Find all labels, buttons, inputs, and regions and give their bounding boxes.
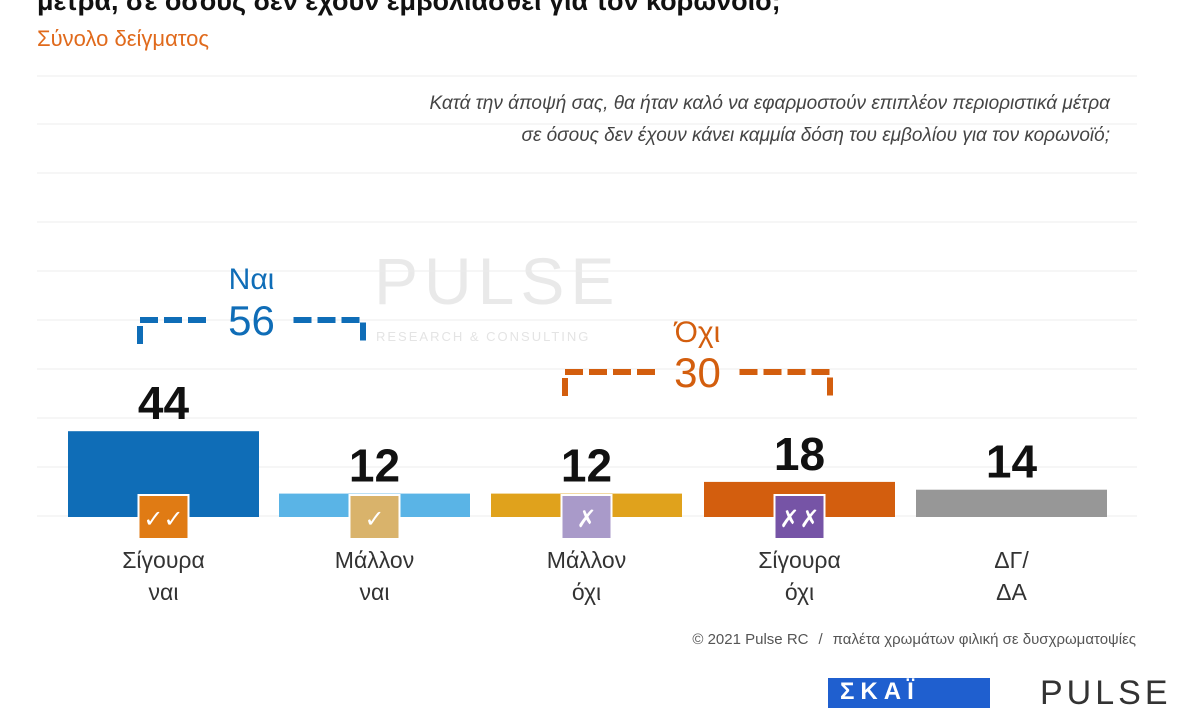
cross-icon <box>560 494 613 540</box>
palette-note: παλέτα χρωμάτων φιλική σε δυσχρωματοψίες <box>832 631 1136 648</box>
double-check-icon <box>137 494 190 540</box>
pulse-watermark: PULSE <box>374 244 621 318</box>
category-label: όχι <box>785 579 814 605</box>
category-label: ναι <box>360 579 390 605</box>
group-total: 30 <box>674 349 721 396</box>
category-label: ΔΓ/ <box>994 547 1029 573</box>
survey-question: Κατά την άποψή σας, θα ήταν καλό να εφαρ… <box>290 88 1110 152</box>
chart-subtitle: Σύνολο δείγματος <box>37 26 210 51</box>
group-label: Όχι <box>673 316 721 349</box>
channel-logo-text: ΣΚΑΪ <box>840 678 920 705</box>
data-label: 14 <box>986 436 1038 488</box>
group-label: Ναι <box>229 263 275 296</box>
category-label: ναι <box>149 579 179 605</box>
group-bracket <box>137 317 210 344</box>
category-label: Σίγουρα <box>122 547 205 573</box>
category-label: όχι <box>572 579 601 605</box>
bar <box>916 489 1107 517</box>
pulse-logo: PULSE <box>1040 674 1172 712</box>
data-label: 44 <box>138 377 190 429</box>
check-icon <box>348 494 401 540</box>
cross-icon-glyph: ✗ <box>576 505 596 533</box>
question-line-1: Κατά την άποψή σας, θα ήταν καλό να εφαρ… <box>429 93 1110 114</box>
group-bracket <box>739 369 833 396</box>
group-total: 56 <box>228 297 275 344</box>
double-cross-icon <box>773 494 826 540</box>
footer-separator: / <box>818 631 823 648</box>
data-label: 12 <box>349 440 400 492</box>
category-label: ΔΑ <box>996 579 1027 605</box>
category-label: Μάλλον <box>547 547 626 573</box>
group-bracket <box>293 317 366 344</box>
check-icon-glyph: ✓ <box>364 505 384 533</box>
data-label: 12 <box>561 440 612 492</box>
question-line-2: σε όσους δεν έχουν κάνει καμμία δόση του… <box>521 125 1110 146</box>
pulse-watermark-tagline: RESEARCH & CONSULTING <box>376 329 591 344</box>
double-cross-icon-glyph: ✗✗ <box>779 505 819 533</box>
double-check-icon-glyph: ✓✓ <box>143 505 183 533</box>
data-label: 18 <box>774 428 825 480</box>
category-label: Μάλλον <box>335 547 414 573</box>
chart-footer: © 2021 Pulse RC / παλέτα χρωμάτων φιλική σ… <box>692 631 1136 648</box>
group-bracket <box>562 369 656 396</box>
category-label: Σίγουρα <box>758 547 841 573</box>
copyright-text: © 2021 Pulse RC <box>692 631 809 648</box>
chart-title: μέτρα, σε όσους δεν έχουν εμβολιασθεί γι… <box>37 0 781 16</box>
